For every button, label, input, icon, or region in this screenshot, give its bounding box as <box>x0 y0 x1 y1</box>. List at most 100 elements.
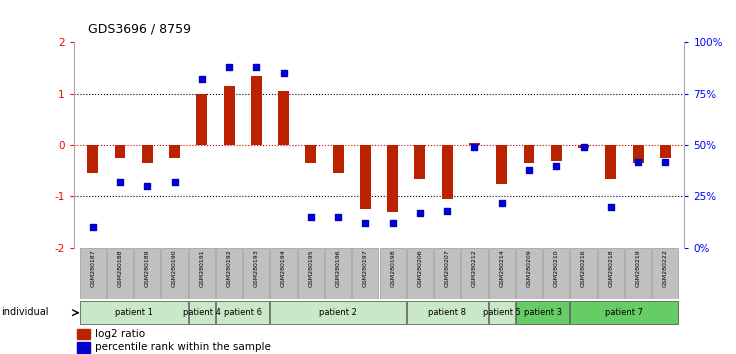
FancyBboxPatch shape <box>325 248 351 299</box>
FancyBboxPatch shape <box>79 248 106 299</box>
Text: GSM280192: GSM280192 <box>227 249 232 287</box>
Text: patient 6: patient 6 <box>224 308 262 317</box>
FancyBboxPatch shape <box>489 301 515 324</box>
FancyBboxPatch shape <box>516 301 570 324</box>
Text: GSM280189: GSM280189 <box>145 249 149 287</box>
FancyBboxPatch shape <box>271 248 297 299</box>
Bar <box>360 145 371 209</box>
Text: log2 ratio: log2 ratio <box>95 329 145 339</box>
Bar <box>387 145 398 212</box>
Bar <box>142 145 152 163</box>
Text: GSM280197: GSM280197 <box>363 249 368 287</box>
Bar <box>414 145 425 178</box>
Bar <box>442 145 453 199</box>
Text: GSM280191: GSM280191 <box>199 249 205 287</box>
Text: GSM280214: GSM280214 <box>499 249 504 287</box>
Point <box>551 163 562 169</box>
FancyBboxPatch shape <box>625 248 651 299</box>
Point <box>469 144 481 150</box>
Point <box>141 183 153 189</box>
Bar <box>496 145 507 184</box>
FancyBboxPatch shape <box>407 248 433 299</box>
Bar <box>278 91 289 145</box>
Bar <box>224 86 235 145</box>
Text: GSM280195: GSM280195 <box>308 249 314 287</box>
Point <box>414 210 426 216</box>
Bar <box>469 143 480 145</box>
FancyBboxPatch shape <box>161 248 188 299</box>
Text: GSM280218: GSM280218 <box>609 249 613 287</box>
Bar <box>115 145 125 158</box>
Point <box>332 214 344 220</box>
FancyBboxPatch shape <box>188 301 215 324</box>
Point <box>659 159 671 164</box>
FancyBboxPatch shape <box>271 301 406 324</box>
Point <box>523 167 535 173</box>
Text: GSM280193: GSM280193 <box>254 249 259 287</box>
Point <box>359 220 371 226</box>
Point <box>196 76 208 82</box>
Bar <box>251 76 262 145</box>
Text: GDS3696 / 8759: GDS3696 / 8759 <box>88 22 191 35</box>
Bar <box>633 145 643 163</box>
FancyBboxPatch shape <box>79 301 188 324</box>
Text: GSM280212: GSM280212 <box>472 249 477 287</box>
FancyBboxPatch shape <box>407 301 487 324</box>
FancyBboxPatch shape <box>516 248 542 299</box>
Bar <box>88 145 98 173</box>
Bar <box>169 145 180 158</box>
Text: patient 2: patient 2 <box>319 308 357 317</box>
Bar <box>606 145 616 178</box>
Point <box>387 220 399 226</box>
Text: GSM280222: GSM280222 <box>663 249 668 287</box>
Point <box>442 208 453 214</box>
Bar <box>523 145 534 163</box>
Point <box>578 144 590 150</box>
Text: individual: individual <box>1 307 49 318</box>
Text: GSM280196: GSM280196 <box>336 249 341 287</box>
Bar <box>197 94 208 145</box>
Bar <box>578 145 589 148</box>
Text: patient 3: patient 3 <box>524 308 562 317</box>
Point <box>496 200 508 205</box>
Text: GSM280219: GSM280219 <box>636 249 640 287</box>
FancyBboxPatch shape <box>298 248 324 299</box>
Text: GSM280187: GSM280187 <box>91 249 95 287</box>
Text: GSM280188: GSM280188 <box>118 249 122 287</box>
Point <box>305 214 316 220</box>
FancyBboxPatch shape <box>570 248 597 299</box>
Bar <box>551 145 562 161</box>
Point <box>605 204 617 210</box>
Bar <box>305 145 316 163</box>
Point <box>632 159 644 164</box>
Text: patient 4: patient 4 <box>183 308 221 317</box>
Point <box>277 70 289 76</box>
Bar <box>660 145 670 158</box>
FancyBboxPatch shape <box>188 248 215 299</box>
Text: GSM280198: GSM280198 <box>390 249 395 287</box>
Text: GSM280207: GSM280207 <box>445 249 450 287</box>
Point <box>169 179 180 185</box>
Text: GSM280194: GSM280194 <box>281 249 286 287</box>
FancyBboxPatch shape <box>134 248 160 299</box>
FancyBboxPatch shape <box>489 248 515 299</box>
FancyBboxPatch shape <box>543 248 570 299</box>
FancyBboxPatch shape <box>243 248 269 299</box>
Point <box>250 64 262 70</box>
FancyBboxPatch shape <box>652 248 679 299</box>
Text: patient 8: patient 8 <box>428 308 466 317</box>
Text: patient 7: patient 7 <box>606 308 643 317</box>
Text: GSM280216: GSM280216 <box>581 249 586 287</box>
Text: GSM280209: GSM280209 <box>526 249 531 287</box>
Text: GSM280206: GSM280206 <box>417 249 422 287</box>
Text: patient 1: patient 1 <box>115 308 152 317</box>
Text: patient 5: patient 5 <box>483 308 520 317</box>
Bar <box>77 329 90 339</box>
FancyBboxPatch shape <box>570 301 679 324</box>
FancyBboxPatch shape <box>598 248 624 299</box>
Text: GSM280210: GSM280210 <box>553 249 559 287</box>
Text: GSM280190: GSM280190 <box>172 249 177 287</box>
FancyBboxPatch shape <box>434 248 460 299</box>
FancyBboxPatch shape <box>380 248 406 299</box>
Bar <box>77 342 90 353</box>
